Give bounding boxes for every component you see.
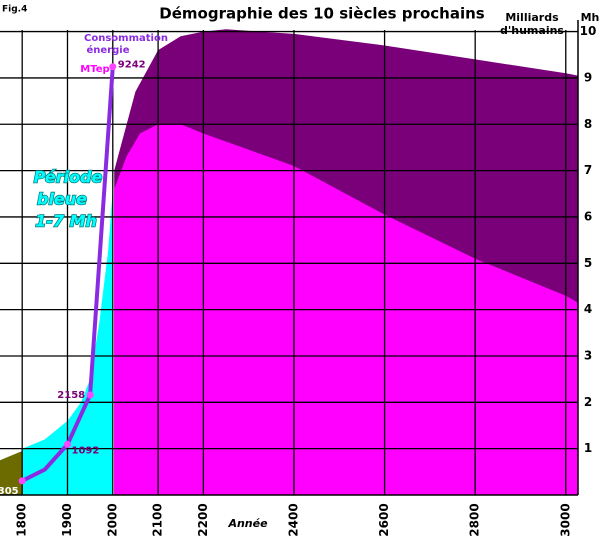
x-tick-label: 2600	[377, 503, 391, 536]
y-tick-label: 8	[584, 117, 592, 131]
foreground: 1 2 3 4 5 6 7 8 9 10 1800 1900 2000 2100 2200 2400 2600 2…	[0, 24, 596, 537]
y-tick-label: 6	[584, 209, 592, 223]
fig-label: Fig.4	[2, 5, 27, 15]
energy-point	[63, 440, 71, 448]
energy-name: énergie	[87, 44, 130, 56]
annotation-line: 1-7 Mh	[35, 212, 97, 231]
x-tick-label: 2400	[286, 503, 300, 536]
area	[22, 189, 113, 495]
y-unit: Mh	[581, 11, 600, 24]
y-tick-label: 4	[584, 302, 592, 316]
annotation-line: bleue	[37, 190, 87, 209]
energy-value-label: 2158	[57, 390, 85, 401]
x-tick-label: 1800	[15, 503, 29, 536]
energy-point	[18, 477, 26, 485]
y-label: d'humains	[500, 24, 564, 37]
y-tick-label: 3	[584, 348, 592, 362]
y-tick-label: 7	[584, 163, 592, 177]
y-tick-label: 10	[580, 24, 597, 38]
y-label: Milliards	[505, 11, 559, 24]
chart-title: Démographie des 10 siècles prochains	[159, 5, 484, 23]
x-tick-label: 2200	[196, 503, 210, 536]
x-label: Année	[227, 517, 268, 530]
energy-name: Consommation	[84, 33, 168, 44]
x-tick-label: 3000	[558, 503, 572, 536]
y-tick-label: 5	[584, 256, 592, 270]
x-tick-label: 2800	[468, 503, 482, 536]
energy-value-label: 1092	[71, 445, 99, 456]
energy-value-label: 305	[0, 486, 19, 497]
energy-unit: MTep	[80, 64, 109, 75]
energy-point	[86, 391, 94, 399]
y-tick-label: 1	[584, 441, 592, 455]
y-tick-label: 9	[584, 70, 592, 84]
x-tick-label: 1900	[60, 503, 74, 536]
energy-value-label: 9242	[118, 60, 146, 71]
annotation: Période bleue 1-7 Mh	[33, 167, 103, 232]
y-tick-label: 2	[584, 395, 592, 409]
x-tick-label: 2100	[151, 503, 165, 536]
area	[0, 451, 23, 495]
annotation-line: Période	[34, 168, 103, 187]
x-tick-label: 2000	[105, 503, 119, 536]
energy-point	[109, 63, 117, 71]
